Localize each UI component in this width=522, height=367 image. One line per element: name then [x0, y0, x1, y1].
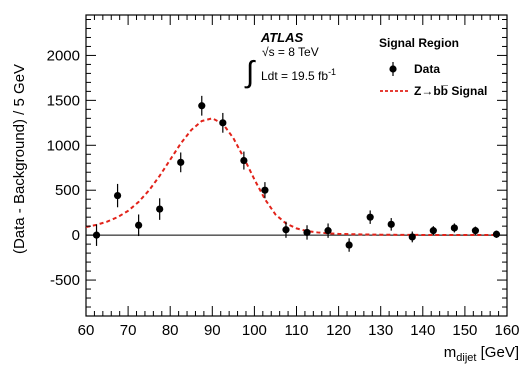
data-point	[198, 102, 206, 110]
data-point	[92, 231, 101, 239]
data-point	[429, 227, 437, 235]
signal-curve-group	[85, 117, 499, 237]
legend-title: Signal Region	[379, 36, 459, 50]
x-tick-label: 160	[494, 322, 519, 339]
data-point	[282, 226, 290, 234]
data-point	[303, 228, 311, 237]
data-point	[324, 227, 332, 235]
energy-label: √s = 8 TeV	[262, 45, 319, 59]
x-axis-label: mdijet [GeV]	[444, 344, 519, 364]
data-point	[156, 205, 164, 213]
plot-frame-group	[85, 14, 508, 317]
data-point	[240, 156, 248, 165]
y-tick-label: 500	[55, 182, 80, 199]
legend: Signal Region Data Z→bb̅ Signal	[379, 36, 487, 98]
data-point	[408, 233, 416, 241]
legend-data-marker	[389, 65, 397, 73]
data-point	[177, 158, 185, 166]
x-tick-label: 70	[120, 322, 137, 339]
y-axis-label: (Data - Background) / 5 GeV	[11, 64, 28, 254]
x-tick-label: 100	[242, 322, 267, 339]
luminosity-exponent: -1	[328, 67, 336, 77]
x-tick-label: 140	[410, 322, 435, 339]
atlas-annotation: ATLAS √s = 8 TeV ∫ Ldt = 19.5 fb-1	[244, 30, 336, 89]
data-point	[492, 230, 501, 238]
y-tick-label: 2000	[47, 47, 80, 64]
data-points-group	[92, 95, 501, 252]
data-point	[135, 221, 143, 229]
luminosity-value: Ldt = 19.5 fb	[261, 69, 328, 83]
data-point	[113, 192, 122, 200]
signal-curve	[85, 117, 499, 237]
integral-symbol: ∫	[244, 56, 256, 89]
data-point	[387, 220, 395, 228]
luminosity-label: Ldt = 19.5 fb-1	[261, 67, 336, 83]
x-tick-label: 120	[326, 322, 351, 339]
y-tick-label: 0	[72, 227, 80, 244]
x-tick-label: 90	[204, 322, 221, 339]
y-tick-label: 1500	[47, 92, 80, 109]
x-tick-label: 130	[368, 322, 393, 339]
x-tick-label: 80	[162, 322, 179, 339]
y-tick-label: -500	[50, 272, 80, 289]
x-tick-label: 60	[78, 322, 95, 339]
x-tick-label: 150	[452, 322, 477, 339]
x-axis-label-unit: [GeV]	[476, 344, 519, 361]
y-tick-label: 1000	[47, 137, 80, 154]
data-point	[450, 224, 458, 232]
data-point	[366, 213, 374, 221]
axis-ticks-group: 60 70 80 90 100 110 120 130 140 150 160 -500 0 500 100…	[47, 15, 520, 339]
x-axis-label-main: m	[444, 344, 457, 361]
data-point	[261, 186, 269, 194]
x-tick-label: 110	[285, 322, 309, 339]
atlas-label: ATLAS	[260, 30, 304, 45]
legend-signal-label: Z→bb̅ Signal	[414, 84, 487, 98]
data-point	[219, 119, 227, 127]
x-axis-label-sub: dijet	[456, 352, 476, 364]
data-point	[471, 227, 480, 235]
data-point	[345, 241, 353, 249]
plot-frame	[85, 14, 508, 317]
legend-data-label: Data	[414, 62, 440, 76]
